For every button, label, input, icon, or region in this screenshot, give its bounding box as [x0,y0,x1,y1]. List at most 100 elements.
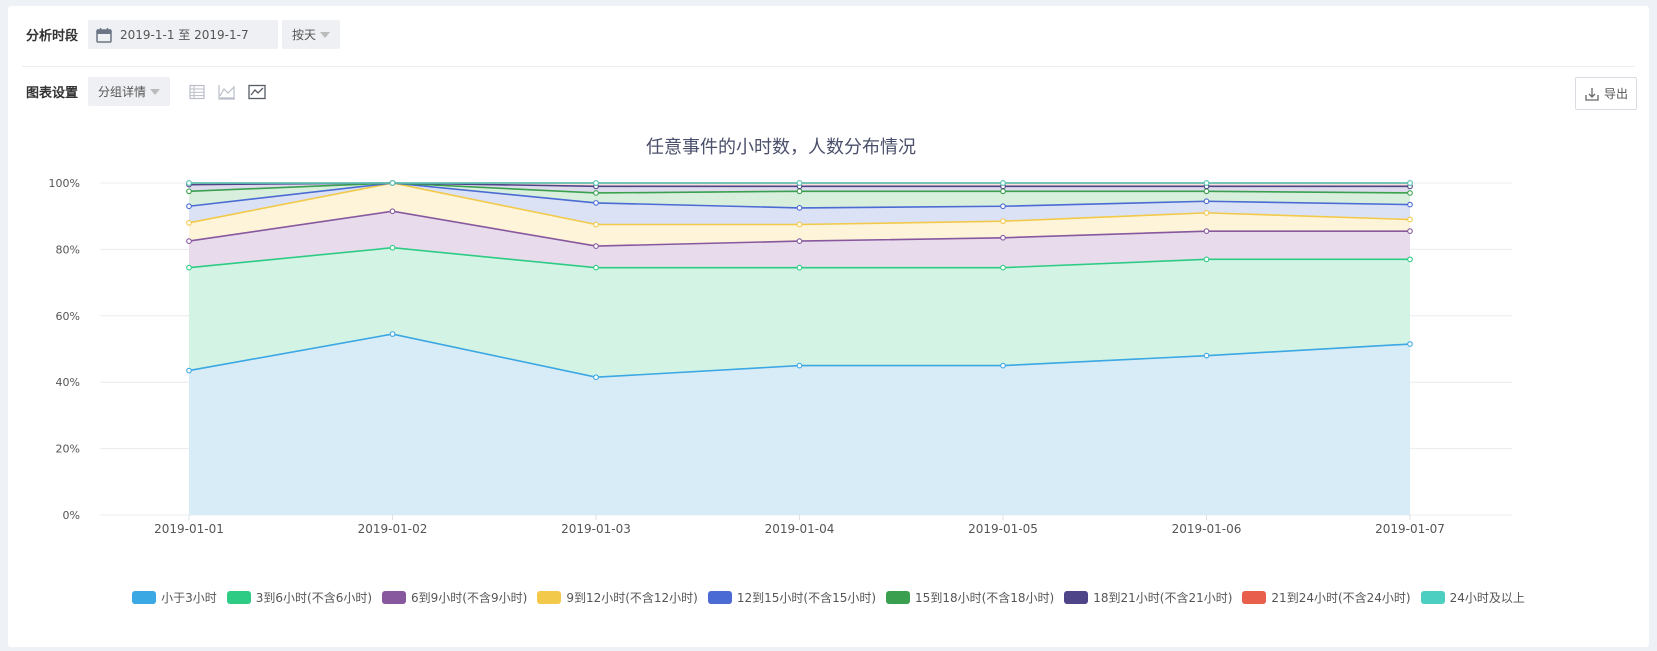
group-mode-select[interactable]: 分组详情 [88,77,171,106]
data-point[interactable] [593,180,599,186]
date-range-value: 2019-1-1 至 2019-1-7 [120,28,249,42]
chevron-down-icon [320,31,331,38]
series-area [189,211,1410,268]
data-point[interactable] [1203,180,1210,186]
chart-legend: 小于3小时 3到6小时(不含6小时) 6到9小时(不含9小时) 9到12小时(不含12… [8,589,1649,606]
data-point[interactable] [186,238,192,244]
data-point[interactable] [593,221,599,228]
legend-swatch [537,591,562,604]
legend-label: 24小时及以上 [1449,591,1525,605]
data-point[interactable] [389,180,396,186]
data-point[interactable] [1407,216,1413,223]
chart-title: 任意事件的小时数，人数分布情况 [646,137,916,158]
data-point[interactable] [1203,210,1210,216]
data-point[interactable] [186,219,192,226]
data-point[interactable] [593,200,599,206]
data-point[interactable] [186,180,192,186]
x-tick-label: 2019-01-06 [1172,522,1242,536]
y-tick-label: 20% [56,443,80,456]
legend-item[interactable]: 15到18小时(不含18小时) [886,589,1054,606]
data-point[interactable] [1203,188,1210,195]
data-point[interactable] [1407,180,1413,186]
data-point[interactable] [389,331,396,337]
data-point[interactable] [593,243,599,249]
legend-item[interactable]: 24小时及以上 [1420,589,1525,606]
legend-item[interactable]: 12到15小时(不含15小时) [707,589,877,606]
data-point[interactable] [1407,201,1413,208]
data-point[interactable] [796,238,803,244]
data-point[interactable] [796,188,803,195]
data-point[interactable] [1407,256,1413,263]
data-point[interactable] [1000,264,1006,271]
period-row: 分析时段 2019-1-1 至 2019-1-7 按天 [26,20,341,49]
data-point[interactable] [186,188,192,195]
period-label: 分析时段 [26,29,79,44]
legend-item[interactable]: 9到12小时(不含12小时) [537,589,698,606]
legend-item[interactable]: 21到24小时(不含24小时) [1242,589,1411,606]
data-point[interactable] [796,362,803,369]
data-point[interactable] [593,190,599,196]
series-area [189,183,1410,208]
series-points [186,180,1413,381]
data-point[interactable] [593,374,599,381]
legend-label: 小于3小时 [161,591,217,605]
series-area [189,183,1410,247]
x-tick-label: 2019-01-04 [765,522,835,536]
stacked-area-chart: 任意事件的小时数，人数分布情况 0% 20% 40% 60% 80% 100% 2019-… [49,137,1512,536]
data-point[interactable] [186,367,192,374]
data-point[interactable] [796,180,803,186]
data-point[interactable] [186,203,192,210]
analysis-card: 分析时段 2019-1-1 至 2019-1-7 按天 图表设置 分组详情 [8,6,1649,647]
data-point[interactable] [1000,188,1006,195]
chart-settings-label: 图表设置 [26,86,79,101]
data-point[interactable] [1203,352,1210,359]
data-point[interactable] [796,264,803,271]
series-area [189,247,1410,378]
y-tick-label: 60% [56,310,80,323]
data-point[interactable] [593,264,599,271]
group-mode-value: 分组详情 [98,85,147,99]
data-point[interactable] [796,221,803,228]
date-range-picker[interactable]: 2019-1-1 至 2019-1-7 [88,20,279,49]
data-point[interactable] [1000,218,1006,225]
line-chart-icon[interactable] [248,83,266,101]
y-tick-label: 40% [56,376,80,389]
data-point[interactable] [1203,198,1210,205]
data-point[interactable] [1000,234,1006,241]
legend-label: 15到18小时(不含18小时) [915,591,1055,605]
legend-item[interactable]: 小于3小时 [132,589,217,606]
x-tick-label: 2019-01-03 [561,522,631,536]
data-point[interactable] [1000,203,1006,210]
data-point[interactable] [796,205,803,211]
export-button[interactable]: 导出 [1575,77,1637,110]
y-tick-label: 80% [56,243,80,256]
y-axis-ticks: 0% 20% 40% 60% 80% 100% [49,177,80,522]
legend-label: 12到15小时(不含15小时) [736,591,877,605]
data-point[interactable] [389,244,396,251]
data-point[interactable] [1203,256,1210,263]
calendar-icon [96,27,112,43]
legend-item[interactable]: 3到6小时(不含6小时) [226,589,373,606]
data-point[interactable] [1407,341,1413,347]
legend-item[interactable]: 6到9小时(不含9小时) [382,589,527,606]
legend-label: 6到9小时(不含9小时) [411,591,528,605]
legend-swatch [707,591,732,604]
y-tick-label: 100% [49,177,80,190]
download-icon [1585,87,1599,101]
data-point[interactable] [1000,362,1006,369]
legend-swatch [132,591,157,604]
legend-label: 3到6小时(不含6小时) [255,591,373,605]
data-point[interactable] [1407,190,1413,196]
data-point[interactable] [1407,228,1413,234]
data-point[interactable] [186,264,192,271]
chevron-down-icon [150,88,161,95]
legend-item[interactable]: 18到21小时(不含21小时) [1064,589,1232,606]
legend-swatch [886,591,911,604]
area-chart-icon[interactable] [218,83,236,101]
data-point[interactable] [1000,180,1006,186]
granularity-select[interactable]: 按天 [282,20,341,49]
data-point[interactable] [389,208,396,215]
y-tick-label: 0% [63,509,80,522]
data-point[interactable] [1203,228,1210,234]
table-view-icon[interactable] [188,83,206,101]
